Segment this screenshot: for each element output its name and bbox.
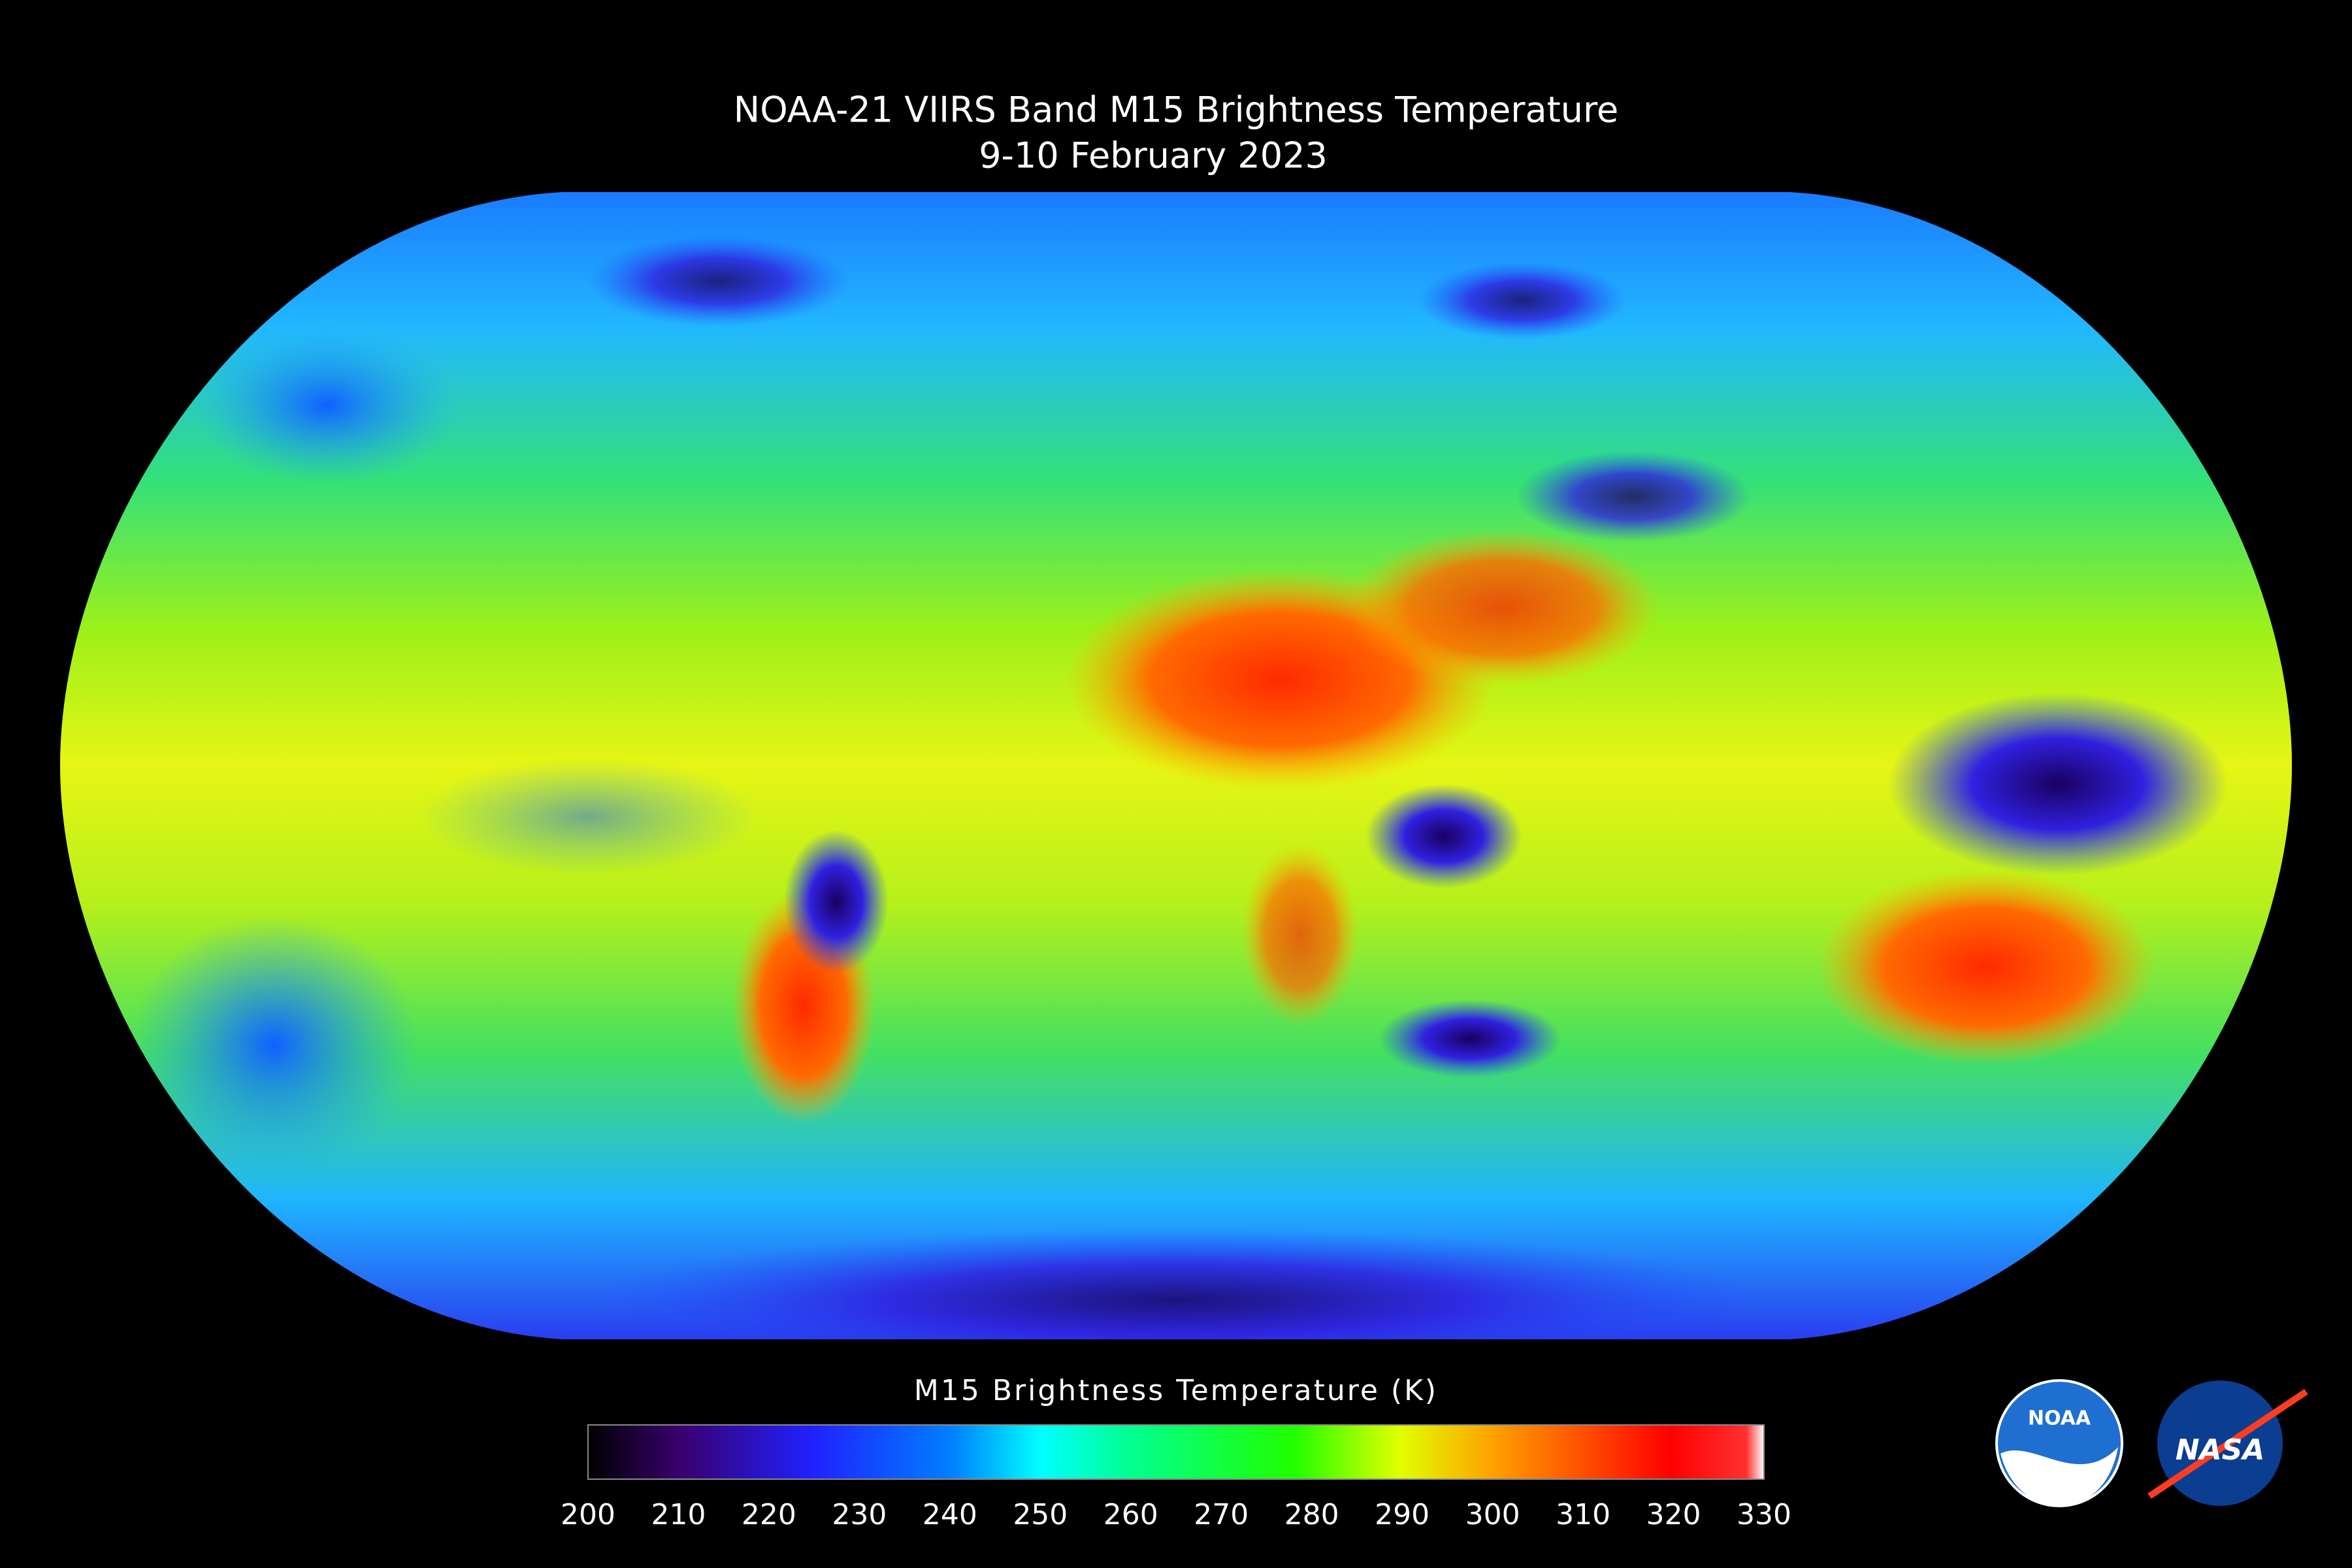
tick-label: 200: [561, 1498, 615, 1531]
colorbar: [587, 1424, 1765, 1480]
colorbar-label: M15 Brightness Temperature (K): [914, 1374, 1438, 1407]
tick-label: 250: [1013, 1498, 1068, 1531]
tick-label: 260: [1103, 1498, 1158, 1531]
tick-label: 330: [1737, 1498, 1791, 1531]
logo-text: NOAA: [2028, 1407, 2091, 1430]
title: NOAA-21 VIIRS Band M15 Brightness Temper…: [734, 90, 1618, 131]
tick-label: 300: [1465, 1498, 1520, 1531]
colorbar-ticks: 200 210 220 230 240 250 260 270 280 290 300 310 320 3…: [561, 1498, 1791, 1531]
map: [60, 192, 2292, 1339]
tick-label: 220: [742, 1498, 796, 1531]
noaa-logo: NOAA: [1995, 1379, 2123, 1507]
tick-label: 240: [923, 1498, 977, 1531]
tick-label: 310: [1556, 1498, 1610, 1531]
tick-label: 280: [1284, 1498, 1339, 1531]
tick-label: 230: [832, 1498, 887, 1531]
subtitle: 9-10 February 2023: [979, 135, 1328, 176]
tick-label: 210: [651, 1498, 706, 1531]
logo-text: NASA: [2176, 1433, 2265, 1467]
tick-label: 270: [1194, 1498, 1249, 1531]
nasa-logo: NASA: [2148, 1380, 2308, 1506]
tick-label: 320: [1646, 1498, 1701, 1531]
tick-label: 290: [1375, 1498, 1429, 1531]
